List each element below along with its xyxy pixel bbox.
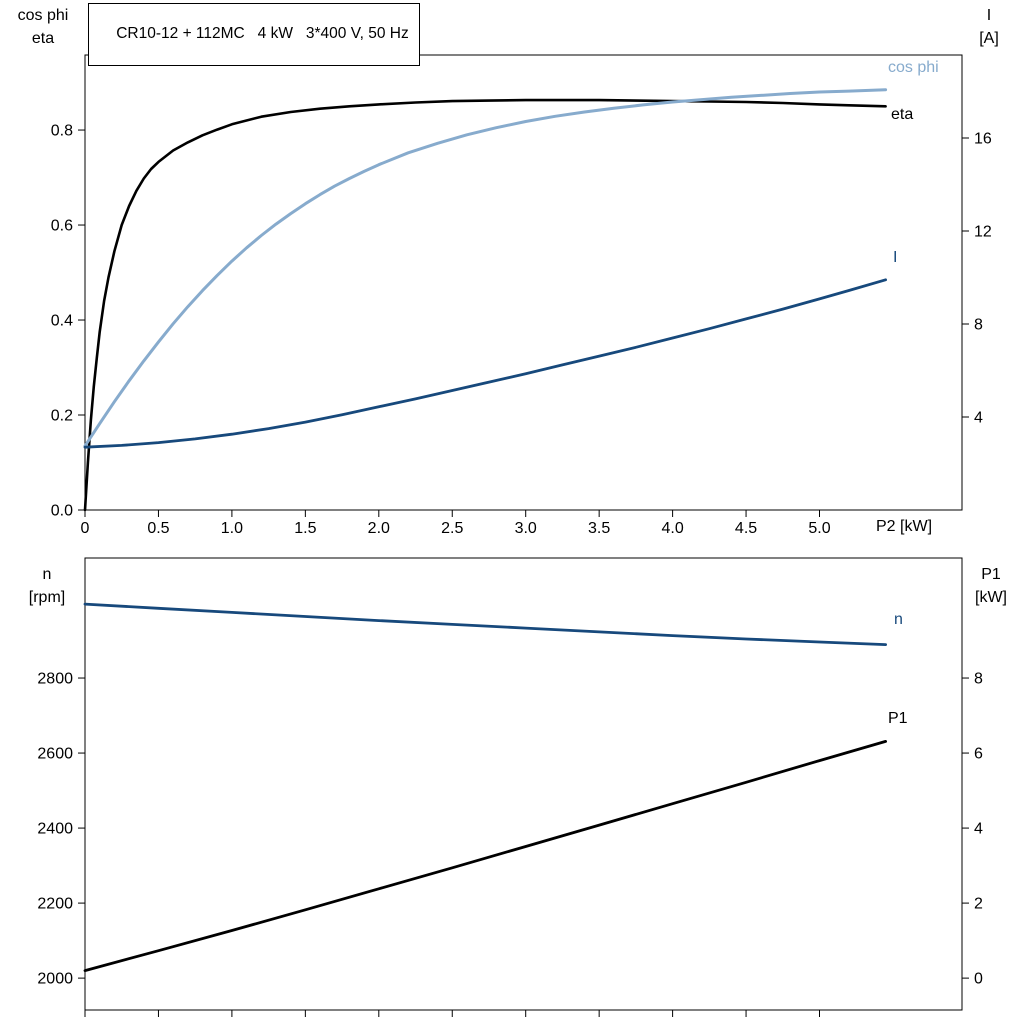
x-tick-label: 0.5 [147, 520, 169, 537]
left-tick-label: 0.0 [51, 503, 73, 520]
eta-curve-label: eta [891, 106, 914, 123]
bottom-left-axis-title: n [rpm] [10, 563, 84, 609]
right-tick-label: 6 [974, 746, 983, 763]
x-tick-label: 2.5 [441, 520, 463, 537]
chart-title-box: CR10-12 + 112MC 4 kW 3*400 V, 50 Hz [88, 3, 420, 66]
x-tick-label: 3.5 [588, 520, 610, 537]
left-tick-label: 2800 [37, 671, 73, 688]
series-p1 [83, 740, 887, 972]
right-tick-label: 16 [974, 131, 992, 148]
series-current [83, 278, 887, 449]
left-tick-label: 2600 [37, 746, 73, 763]
right-axis-title-line1: I [986, 7, 992, 24]
speed-axis-title-line2: [rpm] [28, 589, 66, 606]
x-tick-label: 0 [81, 520, 90, 537]
left-tick-label: 0.4 [51, 313, 73, 330]
cos-phi-curve-label: cos phi [888, 59, 939, 76]
right-axis-title-line2: [A] [979, 30, 999, 47]
series-speed [83, 602, 887, 646]
right-tick-label: 4 [974, 821, 983, 838]
series-cos-phi [83, 88, 888, 448]
right-tick-label: 4 [974, 410, 983, 427]
left-tick-label: 2000 [37, 971, 73, 988]
chart-title: CR10-12 + 112MC 4 kW 3*400 V, 50 Hz [116, 25, 409, 42]
speed-axis-title-line1: n [42, 566, 52, 583]
x-axis-label: P2 [kW] [876, 518, 933, 535]
right-tick-label: 0 [974, 971, 983, 988]
x-tick-label: 2.0 [368, 520, 390, 537]
p1-axis-title-line1: P1 [981, 566, 1001, 583]
x-tick-label: 1.0 [221, 520, 243, 537]
plot-frame [84, 54, 963, 511]
left-axis-title-line2: eta [31, 30, 55, 47]
plot-frame [84, 557, 963, 1011]
p1-axis-title-line2: [kW] [975, 589, 1007, 606]
right-tick-label: 2 [974, 896, 983, 913]
series-eta [83, 98, 887, 512]
left-tick-label: 2400 [37, 821, 73, 838]
left-tick-label: 0.2 [51, 408, 73, 425]
right-tick-label: 12 [974, 224, 992, 241]
x-tick-label: 1.5 [294, 520, 316, 537]
x-tick-label: 5.0 [808, 520, 830, 537]
left-axis-title-line1: cos phi [17, 7, 69, 24]
top-left-axis-title: cos phi eta [6, 4, 80, 50]
x-tick-label: 3.0 [515, 520, 537, 537]
p1-curve-label: P1 [888, 710, 908, 727]
bottom-right-axis-title: P1 [kW] [968, 563, 1014, 609]
current-curve-label: I [893, 249, 898, 266]
top-right-axis-title: I [A] [966, 4, 1012, 50]
left-tick-label: 0.6 [51, 218, 73, 235]
right-tick-label: 8 [974, 671, 983, 688]
left-tick-label: 0.8 [51, 123, 73, 140]
left-tick-label: 2200 [37, 896, 73, 913]
x-tick-label: 4.0 [661, 520, 683, 537]
speed-curve-label: n [894, 611, 903, 628]
right-tick-label: 8 [974, 317, 983, 334]
x-tick-label: 4.5 [735, 520, 757, 537]
